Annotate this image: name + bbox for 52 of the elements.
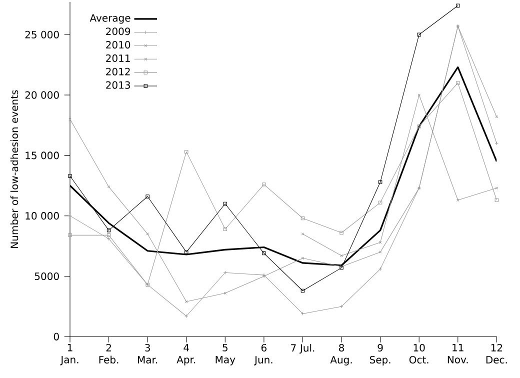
x-tick-label: 5 May	[216, 344, 236, 366]
legend-label: 2010	[106, 40, 130, 49]
point	[378, 250, 382, 254]
x-tick-label: 1 Jan.	[60, 344, 78, 366]
point	[223, 202, 228, 206]
point	[418, 94, 420, 96]
point	[184, 300, 188, 304]
y-tick-label: 25 000	[25, 30, 59, 38]
x-tick-label: 11 Nov.	[448, 344, 468, 364]
point	[262, 251, 266, 256]
point	[340, 230, 344, 235]
point	[262, 182, 266, 186]
y-tick-label: 5000	[34, 272, 59, 280]
point	[301, 256, 304, 260]
y-tick-label: 15 000	[26, 152, 59, 160]
point	[456, 198, 460, 202]
point	[262, 274, 266, 278]
point	[223, 227, 228, 231]
x-tick-label: 9 Sep.	[370, 344, 390, 366]
x-tick-label: 6 Jun.	[254, 344, 272, 366]
x-tick-label: 12 Dec.	[486, 344, 507, 364]
legend-label: Average	[90, 14, 130, 24]
x-tick-label: 10 Oct.	[409, 344, 428, 364]
point	[378, 180, 382, 184]
point	[184, 250, 188, 254]
x-tick-label: 3 Mar.	[138, 344, 158, 364]
point	[107, 185, 110, 188]
y-tick-label: 20 000	[25, 91, 59, 99]
point	[378, 200, 382, 204]
point	[417, 32, 421, 36]
x-tick-label: 8 Aug.	[330, 344, 352, 366]
legend-label: 2013	[106, 81, 130, 89]
legend-label: 2012	[106, 68, 130, 76]
y-tick-label: 0	[54, 332, 59, 340]
point	[417, 124, 421, 128]
point	[378, 241, 382, 244]
point	[224, 292, 227, 295]
x-tick-label: 7 Jul.	[291, 344, 314, 354]
point	[106, 233, 111, 238]
point	[456, 81, 460, 85]
x-tick-label: 2 Feb.	[99, 344, 118, 364]
legend-label: 2011	[106, 54, 130, 62]
point	[106, 228, 111, 232]
point	[146, 194, 150, 198]
legend-label: 2009	[106, 28, 130, 36]
y-tick-label: 10 000	[26, 212, 59, 220]
y-axis-title: Number of low-adhesion events	[10, 90, 18, 248]
point	[300, 288, 305, 293]
x-tick-label: 4 Apr.	[176, 344, 196, 366]
point	[184, 150, 188, 154]
point	[340, 254, 343, 258]
point	[300, 216, 305, 220]
